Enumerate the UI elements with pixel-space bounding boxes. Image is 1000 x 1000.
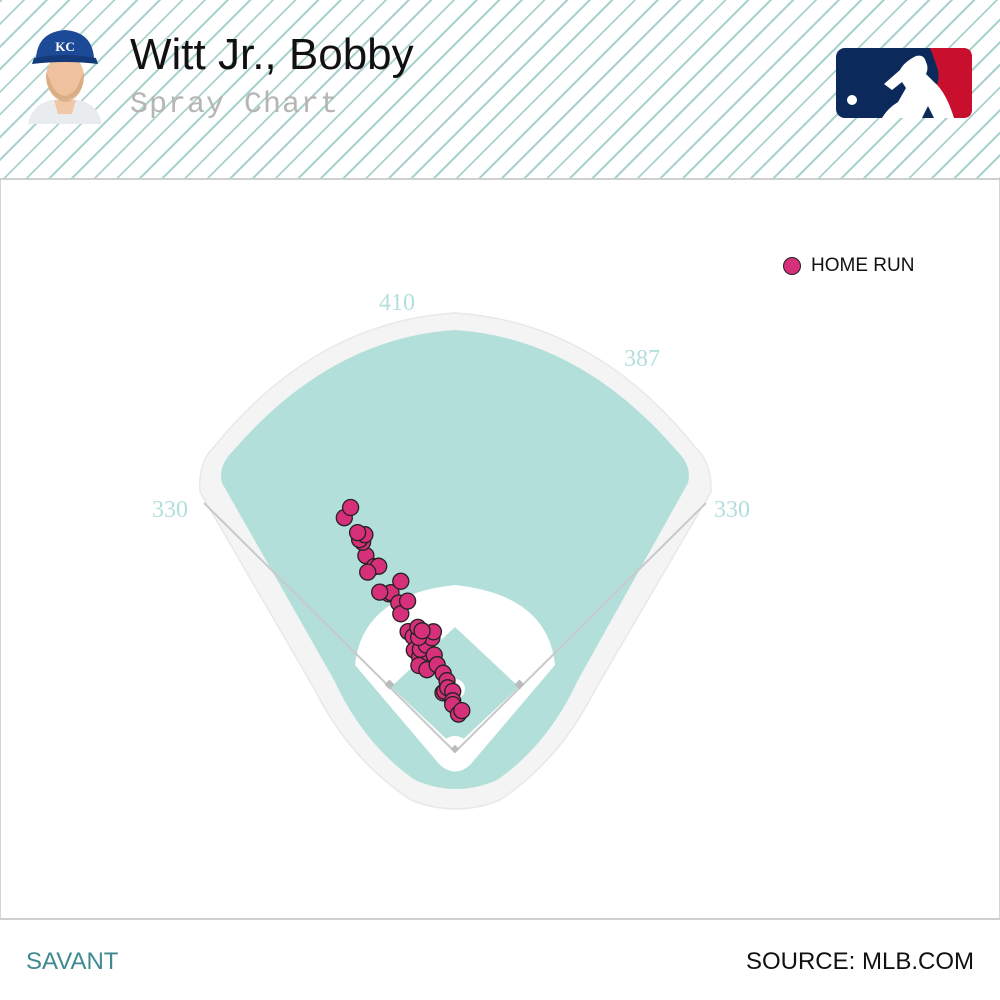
distance-right-field: 330 [714, 497, 750, 523]
distance-left-field: 330 [152, 497, 188, 523]
third-base [384, 679, 395, 690]
legend-home-run-swatch [783, 257, 801, 275]
legend: HOME RUN [783, 255, 914, 277]
left-foul-line [203, 502, 456, 753]
chart-frame-left [0, 180, 1, 920]
ballpark-field [199, 312, 712, 810]
footer-source: SOURCE: MLB.COM [745, 948, 974, 975]
home-run-point [453, 701, 471, 720]
home-run-point [348, 523, 367, 542]
first-base [514, 679, 525, 690]
player-avatar: KC [28, 30, 102, 124]
team-cap-logo: KC [55, 39, 75, 54]
distance-right-center: 387 [624, 346, 660, 372]
home-run-point [359, 563, 377, 581]
right-foul-line [454, 502, 707, 753]
home-plate [450, 744, 460, 754]
svg-text:KC: KC [55, 39, 75, 54]
header: KC Witt Jr., Bobby Spray Chart [0, 0, 1000, 180]
chart-subtitle: Spray Chart [130, 88, 340, 122]
footer: SAVANT SOURCE: MLB.COM [0, 918, 1000, 1000]
home-run-point [392, 572, 410, 590]
spray-chart: 330 410 387 330 [152, 290, 750, 810]
outfield-grass [221, 330, 689, 789]
player-name: Witt Jr., Bobby [130, 30, 414, 79]
home-run-point [398, 592, 417, 610]
legend-home-run-label: HOME RUN [811, 255, 915, 276]
footer-brand: SAVANT [26, 948, 119, 975]
home-run-point [371, 583, 389, 601]
distance-labels: 330 410 387 330 [152, 290, 750, 523]
home-run-points [335, 498, 471, 723]
distance-center-field: 410 [379, 290, 415, 316]
home-run-point [341, 498, 360, 517]
home-run-point [413, 622, 431, 640]
mlb-logo [836, 48, 972, 118]
